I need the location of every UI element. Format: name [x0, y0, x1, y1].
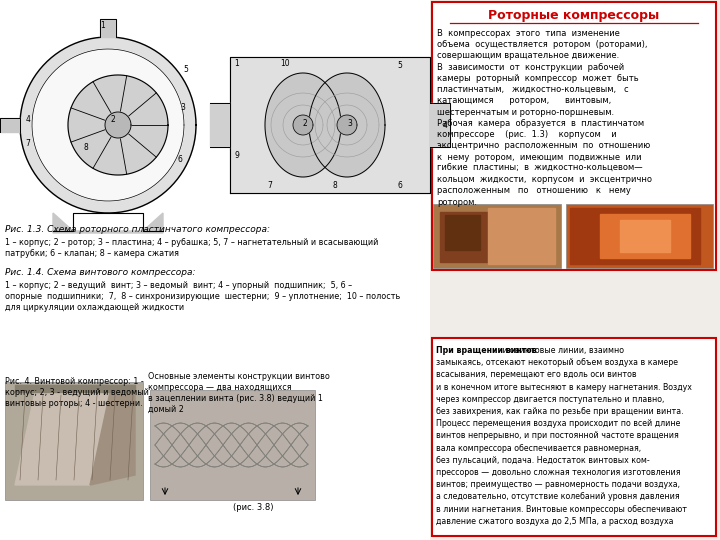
Text: В  компрессорах  этого  типа  изменение
объема  осуществляется  ротором  (ротора: В компрессорах этого типа изменение объе… — [437, 29, 652, 207]
Bar — [566, 204, 713, 268]
Polygon shape — [68, 75, 168, 175]
Polygon shape — [15, 385, 135, 392]
Polygon shape — [293, 115, 313, 135]
Text: 1 – корпус; 2 – ротор; 3 – пластина; 4 – рубашка; 5, 7 – нагнетательный и всасыв: 1 – корпус; 2 – ротор; 3 – пластина; 4 –… — [5, 238, 379, 258]
Text: 7: 7 — [268, 180, 272, 190]
Polygon shape — [570, 208, 700, 264]
Text: в линии нагнетания. Винтовые компрессоры обеспечивают: в линии нагнетания. Винтовые компрессоры… — [436, 504, 687, 514]
Text: Процесс перемещения воздуха происходит по всей длине: Процесс перемещения воздуха происходит п… — [436, 419, 680, 428]
Bar — [432, 2, 716, 270]
Text: замыкаясь, отсекают некоторый объем воздуха в камере: замыкаясь, отсекают некоторый объем возд… — [436, 358, 678, 367]
Polygon shape — [600, 214, 690, 258]
Polygon shape — [620, 220, 670, 252]
Text: 8: 8 — [84, 143, 89, 152]
Text: 8: 8 — [333, 180, 338, 190]
Polygon shape — [210, 103, 230, 147]
Text: винтов непрерывно, и при постоянной частоте вращения: винтов непрерывно, и при постоянной част… — [436, 431, 679, 441]
Polygon shape — [53, 213, 163, 233]
Text: вала компрессора обеспечивается равномерная,: вала компрессора обеспечивается равномер… — [436, 443, 641, 453]
Bar — [5, 382, 143, 500]
Polygon shape — [105, 112, 131, 138]
Polygon shape — [488, 208, 555, 264]
Text: 7: 7 — [26, 138, 30, 147]
Text: 3: 3 — [181, 103, 186, 111]
Polygon shape — [265, 73, 341, 177]
Polygon shape — [32, 49, 184, 201]
Text: 2: 2 — [111, 116, 115, 125]
Polygon shape — [309, 73, 385, 177]
Polygon shape — [20, 37, 196, 213]
Text: 10: 10 — [280, 58, 290, 68]
Text: и в конечном итоге вытесняют в камеру нагнетания. Воздух: и в конечном итоге вытесняют в камеру на… — [436, 383, 692, 391]
Text: их винтовые линии, взаимно: их винтовые линии, взаимно — [500, 346, 624, 355]
Polygon shape — [15, 392, 110, 485]
Text: 5: 5 — [397, 60, 402, 70]
Bar — [433, 204, 561, 268]
Text: Рис. 4. Винтовой компрессор: 1 -
корпус; 2, 3 - ведущий и ведомый
винтовые ротор: Рис. 4. Винтовой компрессор: 1 - корпус;… — [5, 377, 149, 408]
Text: давление сжатого воздуха до 2,5 МПа, а расход воздуха: давление сжатого воздуха до 2,5 МПа, а р… — [436, 517, 673, 526]
Bar — [150, 390, 315, 500]
Text: 3: 3 — [348, 118, 352, 127]
Bar — [0, 0, 430, 540]
Polygon shape — [430, 103, 450, 147]
Text: (рис. 3.8): (рис. 3.8) — [233, 503, 274, 512]
Polygon shape — [0, 118, 20, 132]
Text: 1 – корпус; 2 – ведущий  винт; 3 – ведомый  винт; 4 – упорный  подшипник;  5, 6 : 1 – корпус; 2 – ведущий винт; 3 – ведомы… — [5, 281, 400, 312]
Text: 5: 5 — [184, 65, 189, 75]
Text: 4: 4 — [26, 116, 30, 125]
Text: Основные элементы конструкции винтово
компрессора — два находящихся
в зацеплении: Основные элементы конструкции винтово ко… — [148, 372, 330, 414]
Text: всасывания, перемещают его вдоль оси винтов: всасывания, перемещают его вдоль оси вин… — [436, 370, 636, 380]
Text: 1: 1 — [101, 21, 105, 30]
Text: 2: 2 — [302, 118, 307, 127]
Text: а следовательно, отсутствие колебаний уровня давления: а следовательно, отсутствие колебаний ур… — [436, 492, 680, 502]
Text: 6: 6 — [397, 180, 402, 190]
Text: При вращении винтов: При вращении винтов — [436, 346, 536, 355]
Text: через компрессор двигается поступательно и плавно,: через компрессор двигается поступательно… — [436, 395, 665, 404]
Polygon shape — [90, 392, 135, 485]
Text: 1: 1 — [235, 58, 239, 68]
Text: 4: 4 — [443, 120, 447, 130]
Bar — [432, 338, 716, 536]
Text: прессоров — довольно сложная технология изготовления: прессоров — довольно сложная технология … — [436, 468, 680, 477]
Polygon shape — [337, 115, 357, 135]
Polygon shape — [230, 57, 430, 193]
Text: 9: 9 — [235, 151, 240, 159]
Polygon shape — [100, 19, 116, 37]
Text: 6: 6 — [178, 156, 182, 165]
Polygon shape — [440, 212, 490, 262]
Text: винтов; преимущество — равномерность подачи воздуха,: винтов; преимущество — равномерность под… — [436, 480, 680, 489]
Text: Рис. 1.3. Схема роторного пластинчатого компрессора:: Рис. 1.3. Схема роторного пластинчатого … — [5, 225, 270, 234]
Text: Роторные компрессоры: Роторные компрессоры — [488, 9, 660, 22]
Polygon shape — [445, 215, 480, 250]
Text: без пульсаций, подача. Недостаток винтовых ком-: без пульсаций, подача. Недостаток винтов… — [436, 456, 649, 465]
Text: Рис. 1.4. Схема винтового компрессора:: Рис. 1.4. Схема винтового компрессора: — [5, 268, 196, 277]
Text: без завихрения, как гайка по резьбе при вращении винта.: без завихрения, как гайка по резьбе при … — [436, 407, 683, 416]
